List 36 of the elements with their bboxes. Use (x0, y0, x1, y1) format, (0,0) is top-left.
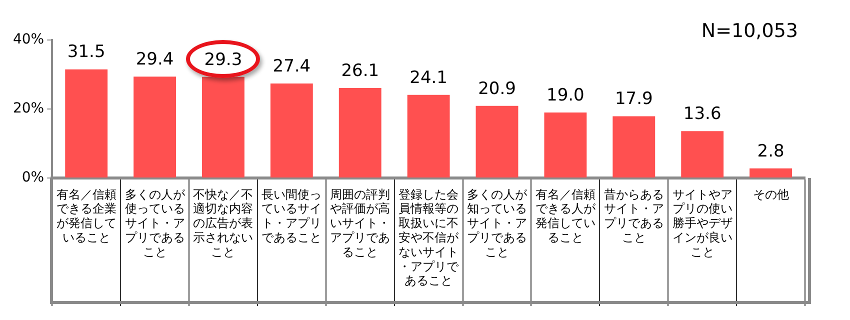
x-tick-label: 昔からあるサイト・アプリであること (604, 187, 664, 245)
y-tick-label: 20% (12, 100, 44, 117)
data-label: 29.3 (204, 50, 242, 70)
x-tick-label: サイトやアプリの使い勝手やデザインが良いこと (672, 187, 732, 259)
x-tick-label: 有名／信頼できる人が発信していること (535, 187, 596, 245)
x-tick-label: 有名／信頼できる企業が発信していること (56, 187, 116, 245)
bar (544, 112, 587, 178)
y-tick-label: 40% (12, 32, 44, 48)
bar (134, 76, 176, 178)
x-tick-label: 長い間使っているサイト・アプリであること (262, 187, 322, 245)
data-label: 20.9 (478, 78, 516, 99)
x-tick-label: 登録した会員情報等の取扱いに不安や不信がないサイト・アプリであること (398, 187, 460, 288)
data-label: 2.8 (757, 141, 784, 162)
data-label: 24.1 (410, 68, 448, 88)
data-label: 17.9 (614, 89, 653, 110)
data-label: 26.1 (341, 60, 380, 81)
data-label: 13.6 (683, 104, 722, 124)
bar (65, 69, 108, 178)
bar (750, 168, 792, 178)
x-tick-label: 周囲の評判や評価が高いサイト・アプリであること (330, 187, 390, 259)
data-label: 29.4 (136, 49, 174, 70)
x-tick-label: 多くの人が使っているサイト・アプリであること (124, 187, 186, 259)
bar (338, 88, 382, 178)
bar (681, 131, 724, 178)
x-tick-label: その他 (752, 187, 789, 202)
annotation: N=10,053 (701, 20, 798, 42)
x-tick-label: 不快な／不適切な内容の広告が表示されないこと (193, 187, 254, 259)
bar (612, 116, 656, 178)
y-tick-label: 0% (22, 170, 44, 186)
x-tick-label: 多くの人が知っているサイト・アプリであること (467, 187, 528, 259)
bar (407, 94, 450, 178)
bar (270, 83, 313, 178)
data-label: 27.4 (272, 56, 311, 76)
data-label: 19.0 (546, 85, 584, 106)
bar (476, 106, 518, 178)
data-label: 31.5 (67, 42, 106, 62)
